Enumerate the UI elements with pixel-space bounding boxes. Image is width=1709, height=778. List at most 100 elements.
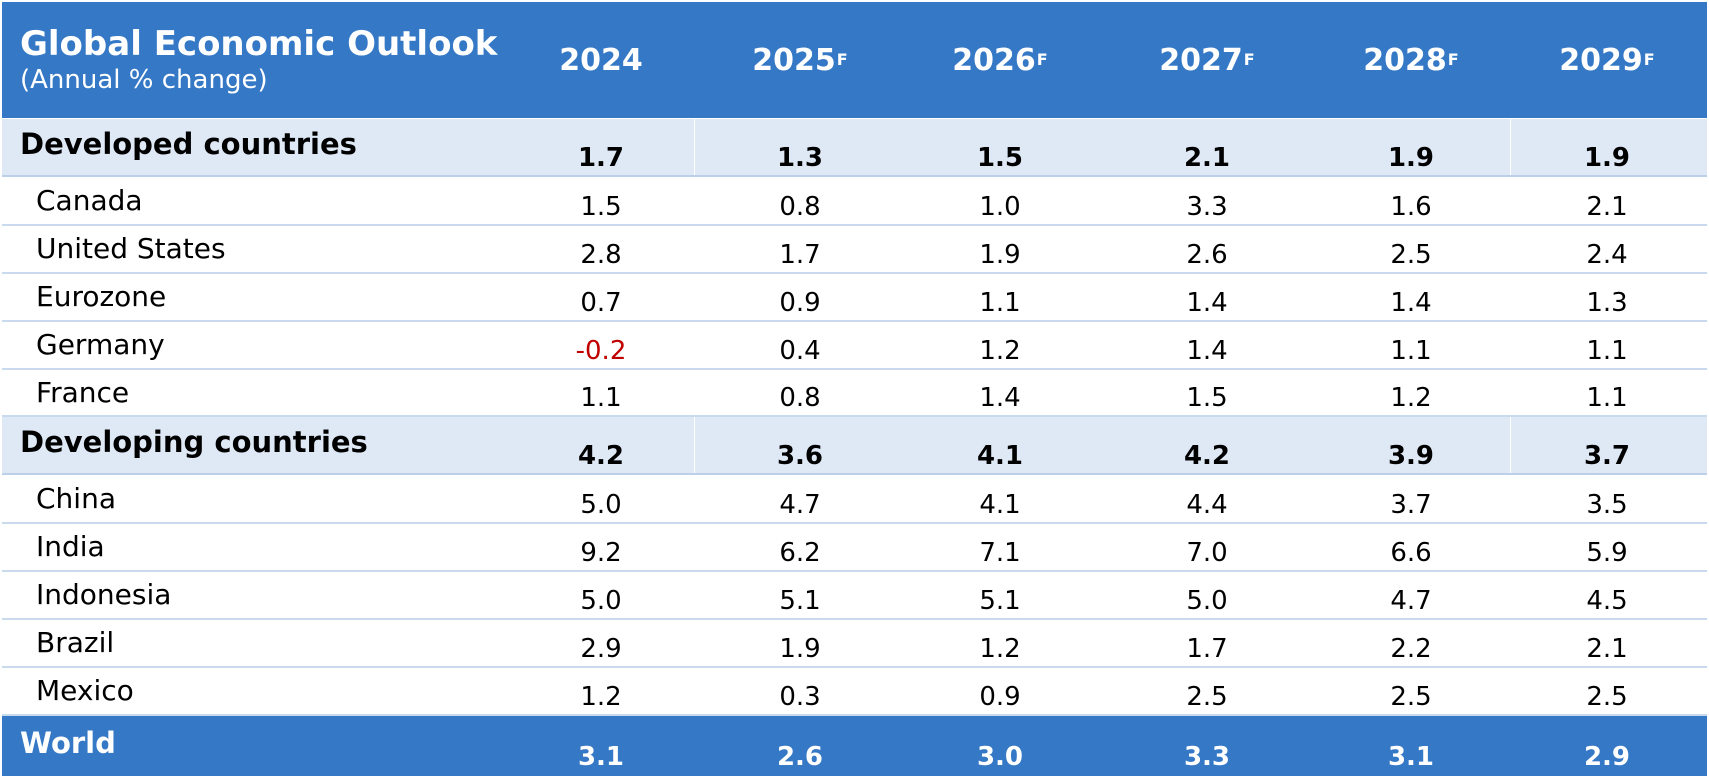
row-label: India [36, 530, 105, 563]
table-row: United States 2.8 1.7 1.9 2.6 2.5 2.4 [2, 226, 1707, 274]
value-cell: 1.4 [979, 383, 1021, 413]
value-cell: 1.1 [580, 383, 622, 413]
value-cell: 1.4 [1390, 288, 1432, 318]
value-cell: 1.1 [1586, 336, 1628, 366]
value-cell: 7.0 [1186, 538, 1228, 568]
value-cell: 0.7 [580, 288, 622, 318]
value-cell: 2.5 [1390, 682, 1432, 712]
value-cell: 5.9 [1586, 538, 1628, 568]
table-row: Indonesia 5.0 5.1 5.1 5.0 4.7 4.5 [2, 572, 1707, 620]
column-header-2026: 2026 F [952, 42, 1048, 78]
table-row: Eurozone 0.7 0.9 1.1 1.4 1.4 1.3 [2, 274, 1707, 322]
group-row: Developing countries 4.2 3.6 4.1 4.2 3.9 3.7 [2, 417, 1707, 475]
value-cell: 5.0 [1186, 586, 1228, 616]
value-cell: 0.3 [779, 682, 821, 712]
table-title: Global Economic Outlook [20, 24, 498, 64]
value-cell: 1.9 [1583, 143, 1631, 173]
value-cell: 1.5 [976, 143, 1024, 173]
row-label: France [36, 376, 130, 409]
column-header-2024: 2024 [501, 2, 701, 118]
row-label: Canada [36, 184, 143, 217]
value-cell: 1.7 [1186, 634, 1228, 664]
column-header-2027: 2027 F [1159, 42, 1255, 78]
value-cell: 5.1 [779, 586, 821, 616]
row-label: Developing countries [20, 425, 368, 459]
value-cell: 1.6 [1390, 192, 1432, 222]
value-cell: 4.1 [976, 441, 1024, 471]
column-divider [1510, 119, 1511, 175]
value-cell: 0.8 [779, 192, 821, 222]
value-cell: 3.9 [1387, 441, 1435, 471]
world-row: World 3.1 2.6 3.0 3.3 3.1 2.9 [2, 716, 1707, 776]
value-cell: 6.2 [779, 538, 821, 568]
row-label: World [20, 726, 116, 760]
value-cell: 1.4 [1186, 288, 1228, 318]
table-subtitle: (Annual % change) [20, 65, 268, 95]
value-cell: 2.2 [1390, 634, 1432, 664]
value-cell: 2.9 [1583, 742, 1631, 772]
value-cell: 1.1 [979, 288, 1021, 318]
value-cell: 4.2 [1183, 441, 1231, 471]
value-cell: 4.7 [1390, 586, 1432, 616]
value-cell: 1.4 [1186, 336, 1228, 366]
value-cell: 4.1 [979, 490, 1021, 520]
value-cell: 1.7 [779, 240, 821, 270]
value-cell: 7.1 [979, 538, 1021, 568]
column-year: 2026 [952, 42, 1036, 78]
value-cell: 2.5 [1586, 682, 1628, 712]
row-label: Brazil [36, 626, 115, 659]
value-cell: 4.4 [1186, 490, 1228, 520]
column-divider [1510, 417, 1511, 473]
value-cell: 4.5 [1586, 586, 1628, 616]
value-cell: 3.7 [1390, 490, 1432, 520]
value-cell: 2.6 [776, 742, 824, 772]
value-cell: 1.9 [979, 240, 1021, 270]
value-cell: 3.7 [1583, 441, 1631, 471]
value-cell: 1.5 [1186, 383, 1228, 413]
column-year: 2025 [752, 42, 836, 78]
column-divider [694, 119, 695, 175]
value-cell: 2.9 [580, 634, 622, 664]
value-cell: 3.3 [1183, 742, 1231, 772]
value-cell: 1.7 [577, 143, 625, 173]
header-title-cell: Global Economic Outlook (Annual % change… [20, 2, 500, 118]
table-row: Brazil 2.9 1.9 1.2 1.7 2.2 2.1 [2, 620, 1707, 668]
row-label: United States [36, 232, 226, 265]
value-cell: 1.5 [580, 192, 622, 222]
value-cell: 5.0 [580, 490, 622, 520]
value-cell: 0.4 [779, 336, 821, 366]
table-row: Germany -0.2 0.4 1.2 1.4 1.1 1.1 [2, 322, 1707, 370]
value-cell: 1.3 [1586, 288, 1628, 318]
value-cell: 1.2 [979, 336, 1021, 366]
table-row: France 1.1 0.8 1.4 1.5 1.2 1.1 [2, 370, 1707, 417]
value-cell: 1.1 [1390, 336, 1432, 366]
value-cell: 1.3 [776, 143, 824, 173]
column-divider [694, 417, 695, 473]
column-year: 2029 [1559, 42, 1643, 78]
value-cell: 3.5 [1586, 490, 1628, 520]
value-cell: 9.2 [580, 538, 622, 568]
value-cell: 2.8 [580, 240, 622, 270]
value-cell: 1.2 [1390, 383, 1432, 413]
row-label: Mexico [36, 674, 134, 707]
column-header-2025: 2025 F [752, 42, 848, 78]
group-row: Developed countries 1.7 1.3 1.5 2.1 1.9 1.9 [2, 119, 1707, 177]
value-cell: 3.1 [1387, 742, 1435, 772]
row-label: Germany [36, 328, 165, 361]
value-cell: 2.1 [1586, 192, 1628, 222]
table-row: India 9.2 6.2 7.1 7.0 6.6 5.9 [2, 524, 1707, 572]
value-cell: 3.3 [1186, 192, 1228, 222]
value-cell: 2.4 [1586, 240, 1628, 270]
row-label: Eurozone [36, 280, 167, 313]
value-cell: 2.5 [1186, 682, 1228, 712]
value-cell: 3.0 [976, 742, 1024, 772]
column-year: 2024 [559, 42, 643, 78]
value-cell: 1.9 [1387, 143, 1435, 173]
value-cell: 3.1 [577, 742, 625, 772]
value-cell: 4.7 [779, 490, 821, 520]
table-row: Mexico 1.2 0.3 0.9 2.5 2.5 2.5 [2, 668, 1707, 716]
value-cell: 2.6 [1186, 240, 1228, 270]
value-cell: 0.8 [779, 383, 821, 413]
value-cell: 2.1 [1183, 143, 1231, 173]
value-cell: 0.9 [779, 288, 821, 318]
